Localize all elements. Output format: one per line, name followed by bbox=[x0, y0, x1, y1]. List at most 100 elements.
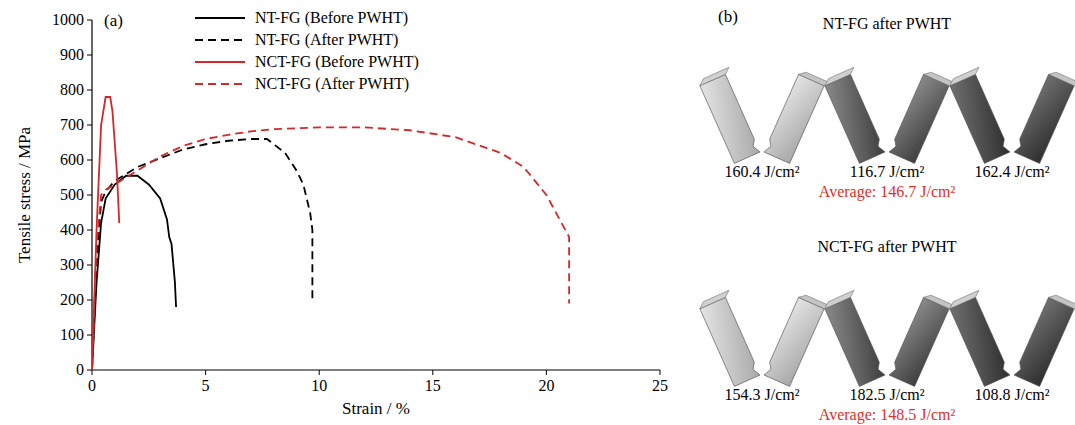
y-tick-label: 800 bbox=[60, 81, 84, 98]
x-tick bbox=[432, 370, 433, 375]
specimen-top bbox=[698, 290, 731, 308]
y-tick bbox=[87, 90, 92, 91]
x-axis-title: Strain / % bbox=[342, 399, 410, 418]
specimen-face bbox=[700, 74, 760, 163]
specimen-half bbox=[889, 70, 957, 166]
series-line bbox=[92, 127, 569, 370]
specimen-face bbox=[825, 74, 885, 163]
legend-label: NT-FG (Before PWHT) bbox=[255, 9, 408, 27]
y-tick bbox=[87, 300, 92, 301]
specimen-face bbox=[700, 297, 760, 386]
specimen-half bbox=[764, 293, 832, 389]
series-line bbox=[92, 97, 119, 370]
specimen-top bbox=[948, 290, 981, 308]
specimen bbox=[823, 67, 957, 165]
x-tick-label: 25 bbox=[652, 377, 668, 394]
specimen-face bbox=[1014, 297, 1074, 386]
specimen-face bbox=[825, 297, 885, 386]
energy-label: 154.3 J/cm² bbox=[724, 386, 799, 403]
energy-label: 116.7 J/cm² bbox=[850, 163, 925, 180]
plot-lines bbox=[92, 97, 569, 370]
y-tick-label: 200 bbox=[60, 291, 84, 308]
x-tick bbox=[92, 370, 93, 375]
specimen-half bbox=[948, 290, 1016, 386]
x-tick bbox=[319, 370, 320, 375]
specimen-face bbox=[950, 74, 1010, 163]
y-tick-label: 300 bbox=[60, 256, 84, 273]
legend-swatch bbox=[195, 17, 245, 19]
average-label: Average: 148.5 J/cm² bbox=[819, 406, 956, 424]
specimen-top bbox=[948, 67, 981, 85]
specimen-top bbox=[1049, 293, 1075, 311]
group-title: NT-FG after PWHT bbox=[823, 15, 952, 32]
x-tick-label: 5 bbox=[202, 377, 210, 394]
group-title: NCT-FG after PWHT bbox=[818, 238, 957, 255]
legend-swatch bbox=[195, 83, 245, 85]
y-tick bbox=[87, 20, 92, 21]
legend-swatch bbox=[195, 61, 245, 63]
y-tick bbox=[87, 125, 92, 126]
x-tick bbox=[205, 370, 206, 375]
impact-group: NCT-FG after PWHT 154.3 J/cm² 182.5 J/cm² 1… bbox=[698, 238, 1075, 424]
legend: NT-FG (Before PWHT) NT-FG (After PWHT) NCT… bbox=[195, 9, 419, 93]
figure: 0 100 200 300 400 500 600 700 800 900 1000 0 5 10 15 20… bbox=[0, 0, 1075, 425]
legend-label: NT-FG (After PWHT) bbox=[255, 31, 398, 49]
y-axis-title: Tensile stress / MPa bbox=[15, 126, 34, 263]
specimen-half bbox=[1014, 293, 1075, 389]
y-tick-label: 600 bbox=[60, 151, 84, 168]
specimen-half bbox=[764, 70, 832, 166]
energy-label: 160.4 J/cm² bbox=[724, 163, 799, 180]
x-tick-label: 20 bbox=[538, 377, 554, 394]
specimen-face bbox=[1014, 74, 1074, 163]
series-line bbox=[92, 176, 176, 370]
specimen-top bbox=[823, 290, 856, 308]
specimen-half bbox=[823, 67, 891, 163]
y-tick bbox=[87, 335, 92, 336]
specimen-half bbox=[698, 67, 766, 163]
specimen-half bbox=[698, 290, 766, 386]
specimen bbox=[823, 290, 957, 388]
specimen-face bbox=[764, 297, 824, 386]
x-tick bbox=[546, 370, 547, 375]
energy-label: 162.4 J/cm² bbox=[974, 163, 1049, 180]
y-tick-label: 100 bbox=[60, 326, 84, 343]
y-tick-label: 1000 bbox=[52, 11, 84, 28]
specimen-half bbox=[889, 293, 957, 389]
specimen-half bbox=[1014, 70, 1075, 166]
y-tick bbox=[87, 370, 92, 371]
x-tick-label: 0 bbox=[88, 377, 96, 394]
series-line bbox=[92, 139, 312, 370]
y-tick-label: 700 bbox=[60, 116, 84, 133]
panel-label: (a) bbox=[104, 11, 123, 30]
energy-label: 182.5 J/cm² bbox=[849, 386, 924, 403]
y-tick-label: 500 bbox=[60, 186, 84, 203]
y-tick bbox=[87, 55, 92, 56]
specimen bbox=[948, 67, 1075, 165]
legend-label: NCT-FG (After PWHT) bbox=[255, 75, 409, 93]
y-tick bbox=[87, 195, 92, 196]
specimen-face bbox=[889, 74, 949, 163]
x-tick-label: 10 bbox=[311, 377, 327, 394]
y-tick-label: 900 bbox=[60, 46, 84, 63]
impact-group: NT-FG after PWHT 160.4 J/cm² 116.7 J/cm² 16… bbox=[698, 15, 1075, 201]
y-tick bbox=[87, 160, 92, 161]
x-axis bbox=[92, 369, 660, 370]
specimen-face bbox=[889, 297, 949, 386]
y-tick-label: 0 bbox=[76, 361, 84, 378]
specimen-top bbox=[823, 67, 856, 85]
specimen-face bbox=[950, 297, 1010, 386]
specimen bbox=[698, 67, 832, 165]
specimen bbox=[698, 290, 832, 388]
specimen-half bbox=[948, 67, 1016, 163]
x-tick bbox=[660, 370, 661, 375]
legend-swatch bbox=[195, 39, 245, 41]
x-tick-label: 15 bbox=[425, 377, 441, 394]
y-tick-label: 400 bbox=[60, 221, 84, 238]
specimen-top bbox=[698, 67, 731, 85]
legend-label: NCT-FG (Before PWHT) bbox=[255, 53, 419, 71]
specimen-half bbox=[823, 290, 891, 386]
energy-label: 108.8 J/cm² bbox=[974, 386, 1049, 403]
panel-label: (b) bbox=[718, 7, 738, 26]
average-label: Average: 146.7 J/cm² bbox=[819, 183, 956, 201]
specimen-face bbox=[764, 74, 824, 163]
